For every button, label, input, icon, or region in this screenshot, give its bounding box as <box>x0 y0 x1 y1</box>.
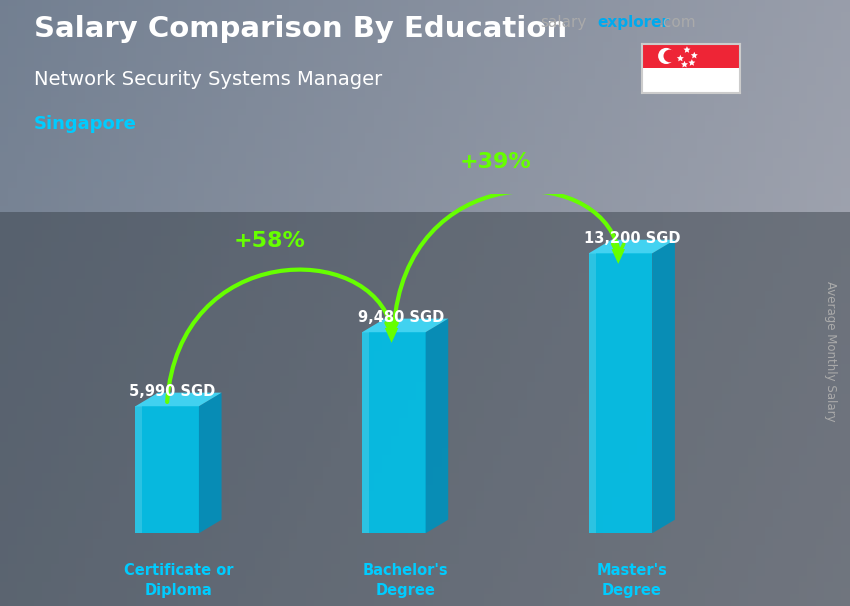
Polygon shape <box>642 44 740 68</box>
Polygon shape <box>681 61 688 67</box>
Polygon shape <box>362 319 448 332</box>
Polygon shape <box>199 393 222 533</box>
Text: +39%: +39% <box>460 152 532 171</box>
Polygon shape <box>385 328 399 343</box>
Polygon shape <box>426 319 448 533</box>
Text: Average Monthly Salary: Average Monthly Salary <box>824 281 837 422</box>
Polygon shape <box>362 332 426 533</box>
Bar <box>0 212 850 606</box>
Text: explorer: explorer <box>598 15 670 30</box>
Polygon shape <box>589 253 652 533</box>
Text: .com: .com <box>659 15 696 30</box>
Polygon shape <box>642 68 740 93</box>
Text: Network Security Systems Manager: Network Security Systems Manager <box>34 70 382 88</box>
Text: salary: salary <box>540 15 586 30</box>
Polygon shape <box>362 332 369 533</box>
Polygon shape <box>135 393 222 406</box>
Polygon shape <box>611 249 625 264</box>
Polygon shape <box>683 46 690 53</box>
Polygon shape <box>135 406 199 533</box>
Text: Singapore: Singapore <box>34 115 137 133</box>
Polygon shape <box>135 406 142 533</box>
Text: 13,200 SGD: 13,200 SGD <box>584 231 680 246</box>
Polygon shape <box>589 253 596 533</box>
Text: Certificate or
Diploma: Certificate or Diploma <box>124 563 233 598</box>
Text: +58%: +58% <box>233 230 305 251</box>
Polygon shape <box>652 240 675 533</box>
Text: 5,990 SGD: 5,990 SGD <box>128 384 215 399</box>
Circle shape <box>658 48 674 64</box>
Polygon shape <box>589 240 675 253</box>
Circle shape <box>664 50 677 62</box>
Text: Master's
Degree: Master's Degree <box>597 563 667 598</box>
Text: Salary Comparison By Education: Salary Comparison By Education <box>34 15 567 43</box>
Text: 9,480 SGD: 9,480 SGD <box>358 310 444 325</box>
Text: Bachelor's
Degree: Bachelor's Degree <box>362 563 448 598</box>
Polygon shape <box>691 52 698 58</box>
Polygon shape <box>677 55 684 61</box>
Polygon shape <box>688 59 695 66</box>
